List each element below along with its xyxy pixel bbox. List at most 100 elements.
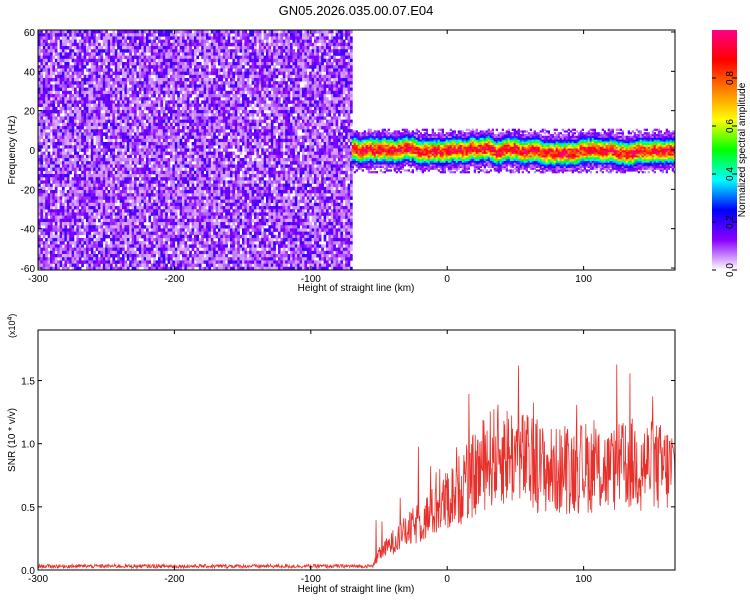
spectrogram-cell	[201, 116, 204, 120]
spectrogram-cell	[213, 206, 216, 210]
spectrogram-cell	[95, 129, 99, 133]
spectrogram-cell	[114, 183, 118, 188]
spectrogram-cell	[64, 161, 68, 165]
spectrogram-cell	[95, 65, 99, 69]
spectrogram-cell	[146, 250, 149, 255]
spectrogram-cell	[162, 244, 166, 248]
spectrogram-cell	[40, 116, 44, 120]
spectrogram-cell	[86, 30, 89, 34]
spectrogram-cell	[47, 42, 51, 47]
spectrogram-cell	[54, 36, 58, 40]
spectrogram-cell	[148, 58, 152, 63]
spectrogram-cell	[45, 228, 48, 232]
spectrogram-cell	[186, 154, 190, 159]
spectrogram-cell	[62, 90, 65, 95]
spectrogram-cell	[86, 180, 89, 184]
spectrogram-cell	[114, 266, 118, 270]
spectrogram-cell	[177, 62, 180, 66]
spectrogram-cell	[86, 193, 89, 197]
spectrogram-cell	[182, 215, 185, 220]
spectrogram-cell	[165, 68, 168, 72]
spectrogram-cell	[102, 145, 106, 149]
spectrogram-cell	[189, 90, 192, 95]
spectrogram-cell	[126, 250, 130, 255]
spectrogram-cell	[162, 110, 166, 114]
spectrogram-cell	[69, 199, 72, 204]
spectrogram-cell	[146, 65, 149, 69]
spectrogram-cell	[158, 81, 161, 85]
spectrogram-cell	[198, 164, 202, 168]
spectrogram-cell	[206, 94, 209, 98]
spectrogram-cell	[150, 228, 154, 232]
spectrogram-cell	[213, 138, 216, 143]
spectrogram-cell	[40, 122, 44, 127]
spectrogram-cell	[180, 270, 183, 274]
spectrogram-cell	[167, 228, 171, 232]
spectrogram-cell	[71, 193, 75, 197]
spectrogram-cell	[95, 202, 99, 207]
spectrogram-cell	[146, 266, 149, 270]
spectrogram-cell	[74, 263, 77, 268]
spectrogram-cell	[203, 30, 207, 34]
spectrogram-cell	[179, 180, 183, 184]
spectrogram-cell	[59, 65, 63, 69]
spectrogram-cell	[88, 212, 92, 216]
spectrogram-cell	[69, 126, 72, 130]
spectrogram-cell	[52, 129, 56, 133]
spectrogram-cell	[203, 97, 207, 101]
spectrogram-cell	[182, 94, 185, 98]
spectrogram-cell	[81, 138, 84, 143]
spectrogram-cell	[141, 126, 144, 130]
spectrogram-cell	[59, 206, 63, 210]
spectrogram-cell	[174, 209, 178, 213]
spectrogram-cell	[138, 122, 142, 127]
spectrogram-cell	[170, 234, 173, 239]
spectrogram-cell	[119, 161, 123, 165]
spectrogram-cell	[42, 68, 46, 72]
spectrogram-cell	[201, 81, 204, 85]
spectrogram-cell	[213, 119, 216, 124]
spectrogram-cell	[158, 215, 161, 220]
spectrogram-cell	[93, 100, 96, 104]
spectrogram-cell	[40, 151, 44, 156]
spectrogram-cell	[155, 215, 159, 220]
spectrogram-cell	[148, 180, 152, 184]
spectrogram-cell	[100, 158, 104, 162]
spectrogram-cell	[201, 164, 204, 168]
spectrogram-cell	[201, 135, 204, 140]
spectrogram-cell	[59, 260, 63, 264]
spectrogram-cell	[177, 186, 180, 191]
spectrogram-cell	[124, 71, 128, 76]
spectrogram-cell	[167, 100, 171, 104]
spectrogram-cell	[213, 177, 216, 181]
spectrogram-cell	[141, 100, 144, 104]
spectrogram-cell	[40, 170, 44, 175]
spectrogram-cell	[93, 126, 96, 130]
spectrogram-cell	[71, 148, 75, 152]
spectrogram-cell	[95, 215, 99, 220]
spectrogram-cell	[98, 119, 101, 124]
spectrogram-cell	[189, 36, 192, 40]
spectrogram-cell	[203, 225, 207, 229]
spectrogram-cell	[198, 106, 202, 111]
spectrogram-cell	[134, 196, 137, 200]
spectrogram-cell	[95, 103, 99, 108]
spectrogram-cell	[192, 270, 195, 274]
spectrogram-cell	[153, 193, 156, 197]
spectrogram-cell	[62, 81, 65, 85]
spectrogram-cell	[167, 151, 171, 156]
spectrogram-cell	[38, 129, 41, 133]
spectrogram-cell	[213, 257, 216, 261]
spectrogram-cell	[138, 186, 142, 191]
spectrogram-cell	[129, 113, 132, 117]
spectrogram-cell	[184, 250, 188, 255]
spectrogram-cell	[98, 183, 101, 188]
spectrogram-cell	[117, 206, 120, 210]
spectrogram-cell	[198, 190, 202, 194]
spectrogram-cell	[131, 39, 135, 44]
spectrogram-cell	[184, 212, 188, 216]
spectrogram-cell	[122, 151, 125, 156]
spectrogram-cell	[112, 266, 116, 270]
spectrogram-cell	[74, 33, 77, 37]
spectrogram-cell	[50, 71, 53, 76]
